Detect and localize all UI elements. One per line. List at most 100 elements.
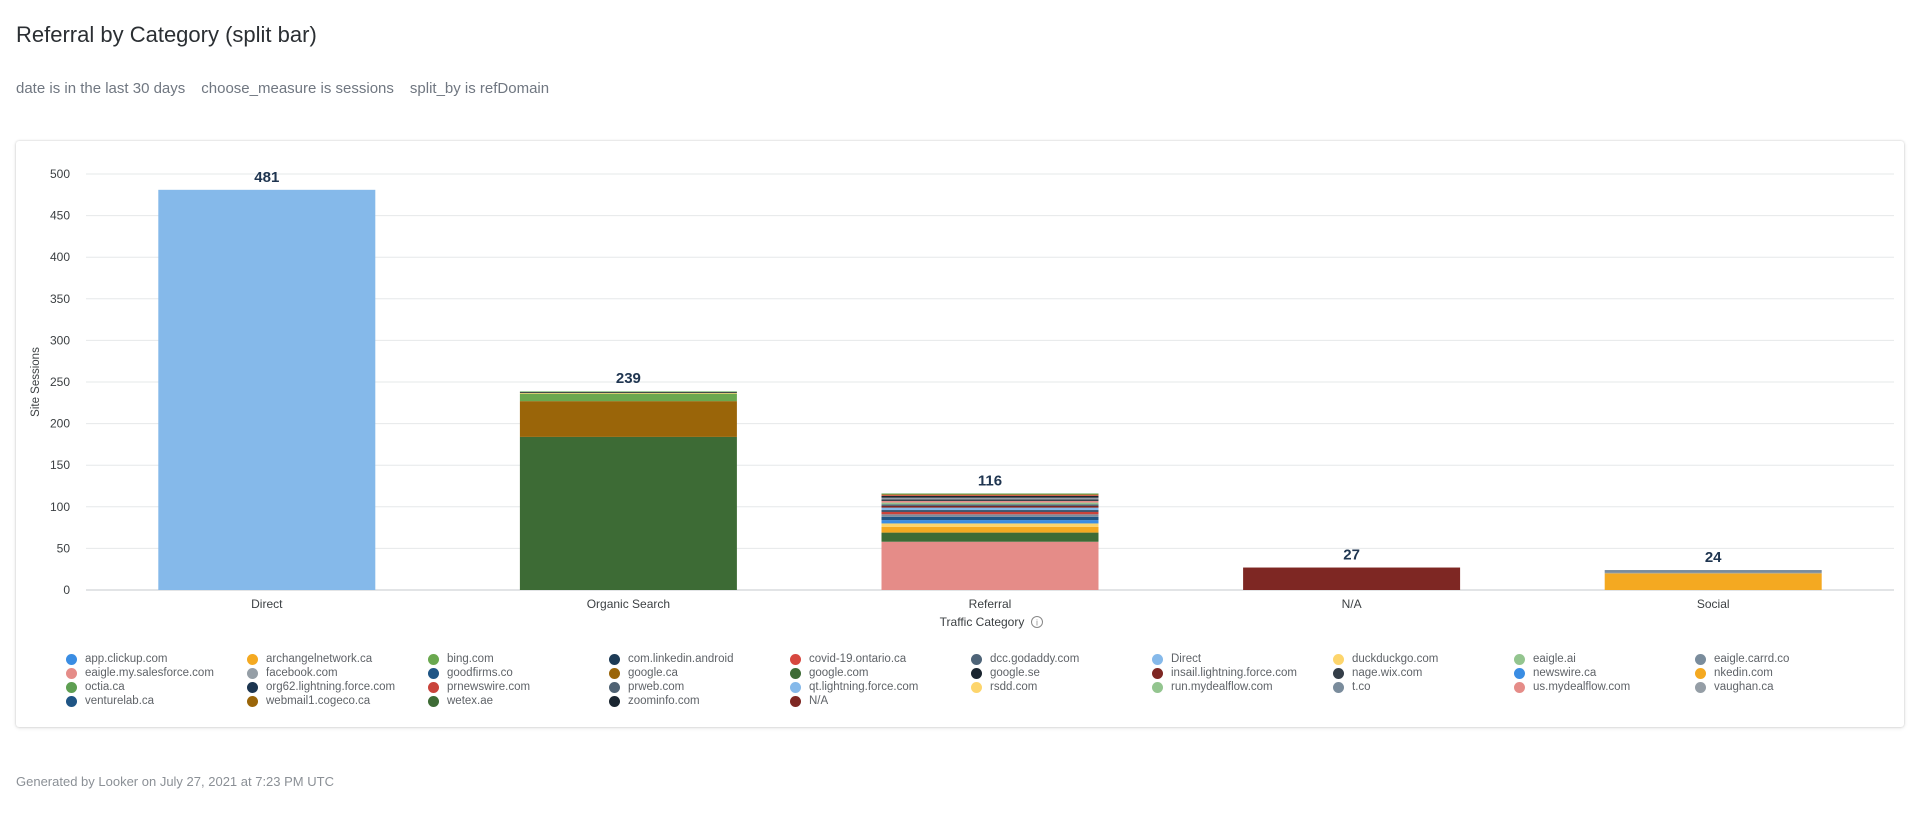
bar-total-label: 24 (1705, 549, 1722, 566)
legend-item[interactable]: zoominfo.com (609, 694, 790, 708)
legend-label: org62.lightning.force.com (266, 681, 396, 693)
bar-segment: prnewswire.com: 3 (881, 511, 1099, 515)
stacked-bar-chart: 0 50 100 150 200 250 300 350 400 450 500 Site Sessi… (30, 167, 1894, 629)
legend-item[interactable]: org62.lightning.force.com (247, 680, 428, 694)
chart-card: 0 50 100 150 200 250 300 350 400 450 500 Site Sessi… (16, 141, 1904, 727)
bar-segment: prweb.com: 2 (881, 504, 1099, 506)
legend-item[interactable]: covid-19.ontario.ca (790, 652, 971, 666)
legend-item[interactable]: venturelab.ca (66, 694, 247, 708)
legend-item[interactable]: t.co (1333, 680, 1514, 694)
filter-measure[interactable]: choose_measure is sessions (201, 80, 394, 97)
legend-item[interactable]: insail.lightning.force.com (1152, 666, 1333, 680)
legend-item[interactable]: eaigle.ai (1514, 652, 1695, 666)
legend-item[interactable]: Direct (1152, 652, 1333, 666)
bar-segment: google.se: 1 (519, 391, 737, 393)
chart-legend: app.clickup.com archangelnetwork.ca bing.c… (66, 652, 1896, 708)
legend-item[interactable]: eaigle.my.salesforce.com (66, 666, 247, 680)
legend-item[interactable]: eaigle.carrd.co (1695, 652, 1876, 666)
y-tick-label: 500 (50, 167, 70, 181)
legend-item[interactable]: goodfirms.co (428, 666, 609, 680)
legend-label: zoominfo.com (628, 695, 700, 707)
x-tick-label: N/A (1342, 597, 1362, 611)
legend-swatch (971, 681, 982, 693)
legend-swatch (1152, 681, 1163, 693)
x-axis-label: Traffic Category (940, 615, 1025, 629)
legend-item[interactable]: dcc.godaddy.com (971, 652, 1152, 666)
filter-split[interactable]: split_by is refDomain (409, 80, 550, 97)
legend-item[interactable]: us.mydealflow.com (1514, 680, 1695, 694)
legend-swatch (971, 653, 982, 665)
legend-item[interactable]: octia.ca (66, 680, 247, 694)
legend-label: t.co (1352, 681, 1371, 693)
bar-segment: bing.com: 9 (519, 393, 737, 402)
legend-label: nkedin.com (1714, 667, 1773, 679)
y-tick-label: 300 (50, 333, 70, 347)
legend-item[interactable]: duckduckgo.com (1333, 652, 1514, 666)
legend-label: prweb.com (628, 681, 685, 693)
bar-segment: Direct: 481 (158, 189, 376, 591)
filter-date[interactable]: date is in the last 30 days (16, 80, 186, 97)
legend-item[interactable]: com.linkedin.android (609, 652, 790, 666)
y-tick-label: 350 (50, 292, 70, 306)
legend-label: newswire.ca (1533, 667, 1597, 679)
legend-item[interactable]: google.ca (609, 666, 790, 680)
legend-label: rsdd.com (990, 681, 1038, 693)
legend-swatch (1152, 653, 1163, 665)
bar-segment: wetex.ae: 11 (881, 532, 1099, 542)
legend-label: prnewswire.com (447, 681, 531, 693)
legend-swatch (428, 653, 439, 665)
legend-swatch (609, 681, 620, 693)
legend-label: nage.wix.com (1352, 667, 1423, 679)
bar-segment: nkedin.com: 20 (1604, 573, 1822, 590)
bar-total-label: 481 (254, 169, 279, 186)
legend-swatch (247, 667, 258, 679)
legend-label: google.com (809, 667, 869, 679)
legend-swatch (428, 695, 439, 707)
bar-segment: qt.lightning.force.com: 3 (881, 507, 1099, 511)
legend-label: eaigle.carrd.co (1714, 653, 1790, 665)
info-icon-glyph: i (1036, 619, 1038, 628)
legend-item[interactable]: nkedin.com (1695, 666, 1876, 680)
bar-segment: eaigle.carrd.co: 3 (881, 514, 1099, 517)
bar-segment: us.mydealflow.com: 2 (881, 500, 1099, 503)
legend-label: app.clickup.com (85, 653, 168, 665)
bar-total-label: 27 (1343, 547, 1360, 564)
legend-item[interactable]: N/A (790, 694, 971, 708)
legend-label: qt.lightning.force.com (809, 681, 919, 693)
legend-item[interactable]: bing.com (428, 652, 609, 666)
legend-item[interactable]: webmail1.cogeco.ca (247, 694, 428, 708)
legend-swatch (66, 667, 77, 679)
bar-segment: N/A: 27 (1243, 567, 1461, 590)
legend-item[interactable]: rsdd.com (971, 680, 1152, 694)
bar-total-label: 116 (978, 472, 1002, 489)
legend-item[interactable]: google.se (971, 666, 1152, 680)
legend-label: us.mydealflow.com (1533, 681, 1631, 693)
y-tick-label: 50 (57, 541, 71, 555)
legend-swatch (247, 653, 258, 665)
y-tick-label: 450 (50, 209, 70, 223)
legend-label: eaigle.my.salesforce.com (85, 667, 214, 679)
legend-item[interactable]: nage.wix.com (1333, 666, 1514, 680)
legend-label: google.ca (628, 667, 678, 679)
legend-item[interactable]: app.clickup.com (66, 652, 247, 666)
legend-item[interactable]: prnewswire.com (428, 680, 609, 694)
legend-item[interactable]: wetex.ae (428, 694, 609, 708)
legend-label: facebook.com (266, 667, 338, 679)
legend-swatch (428, 667, 439, 679)
legend-item[interactable]: prweb.com (609, 680, 790, 694)
legend-item[interactable]: archangelnetwork.ca (247, 652, 428, 666)
legend-item[interactable]: google.com (790, 666, 971, 680)
legend-swatch (609, 667, 620, 679)
legend-swatch (247, 695, 258, 707)
y-tick-label: 250 (50, 375, 70, 389)
legend-item[interactable]: newswire.ca (1514, 666, 1695, 680)
legend-label: insail.lightning.force.com (1171, 667, 1297, 679)
legend-item[interactable]: run.mydealflow.com (1152, 680, 1333, 694)
legend-item[interactable]: facebook.com (247, 666, 428, 680)
legend-swatch (790, 653, 801, 665)
legend-item[interactable]: qt.lightning.force.com (790, 680, 971, 694)
x-tick-label: Direct (251, 597, 283, 611)
filter-summary: date is in the last 30 days choose_measu… (16, 80, 549, 97)
bar-segment: nage.wix.com: 2 (881, 499, 1099, 501)
legend-item[interactable]: vaughan.ca (1695, 680, 1876, 694)
